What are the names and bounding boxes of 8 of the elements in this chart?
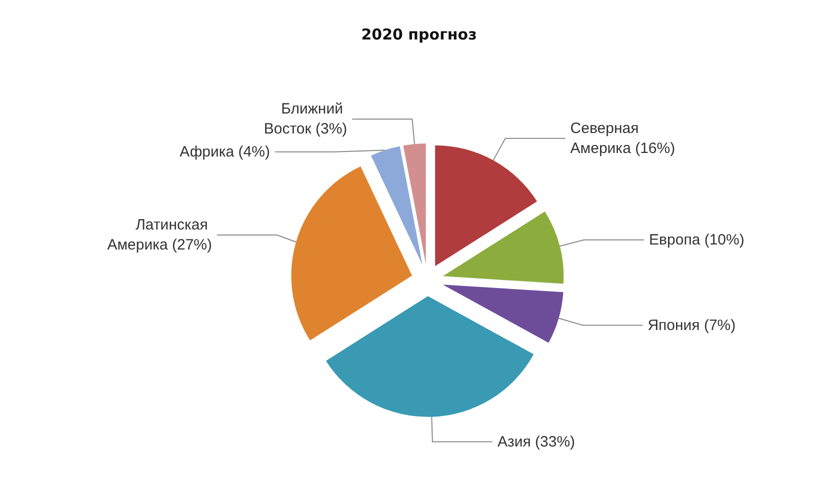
- slice-label: Азия (33%): [497, 433, 576, 450]
- slice-label: Япония (7%): [648, 316, 736, 334]
- slice-label: Ближний Восток (3%): [264, 100, 348, 138]
- slice-label: Латинская Америка (27%): [107, 216, 212, 254]
- slice-label: Африка (4%): [180, 143, 270, 160]
- chart-title: 2020 прогноз: [361, 26, 477, 44]
- slice-label: Северная Америка (16%): [570, 120, 676, 157]
- slice-label: Европа (10%): [649, 231, 744, 248]
